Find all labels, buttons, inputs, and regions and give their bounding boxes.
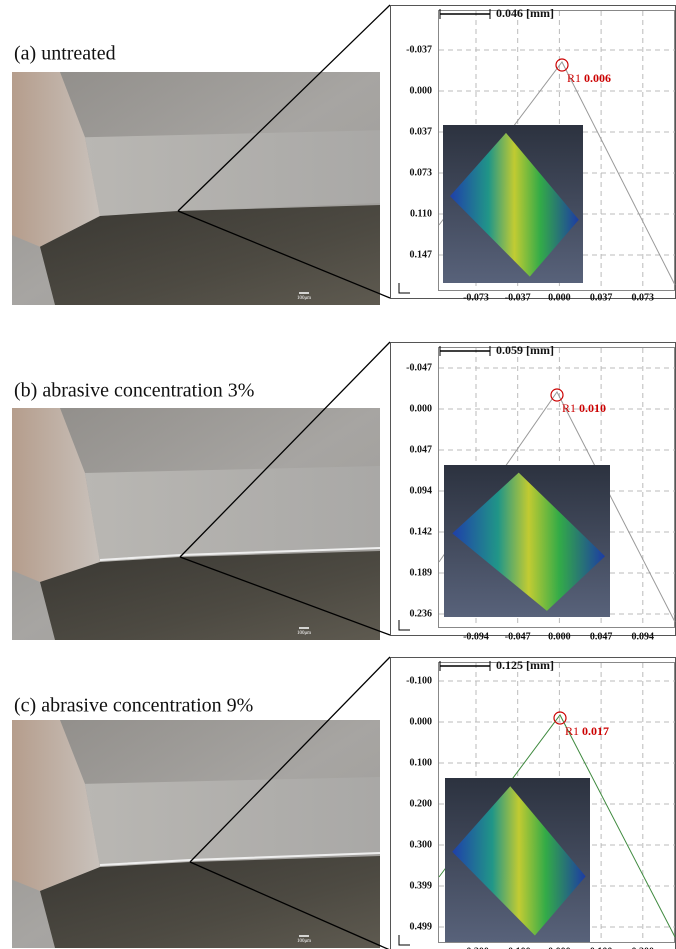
y-tick-label: 0.399 [410,880,433,891]
y-tick-label: 0.000 [410,85,433,96]
photo-scale: 100μm [297,939,311,944]
scale-label: 0.046 [mm] [496,6,554,20]
figure: (a) untreated 100μm -0.037 0.000 0.037 0.073 0… [0,0,676,949]
radius-value: 0.017 [582,724,609,738]
radius-name: R1 [562,401,576,415]
y-tick-label: 0.499 [410,921,433,932]
radius-name: R1 [565,724,579,738]
photo-face [85,777,380,867]
y-tick-label: 0.236 [410,608,433,619]
x-tick-label: -0.037 [505,292,531,303]
radius-value: 0.010 [579,401,606,415]
y-tick-label: 0.000 [410,403,433,414]
photo-scale: 100μm [297,296,311,301]
x-tick-label: 0.047 [590,631,613,642]
radius-label: R1 0.006 [567,71,611,85]
y-tick-label: 0.147 [410,249,433,260]
x-tick-label: -0.047 [505,631,531,642]
y-tick-label: -0.047 [406,362,432,373]
y-tick-label: 0.100 [410,757,433,768]
y-tick-label: 0.047 [410,444,433,455]
radius-value: 0.006 [584,71,611,85]
x-tick-label: 0.000 [548,292,571,303]
x-tick-label: 0.073 [632,292,655,303]
x-tick-label: -0.094 [463,631,489,642]
radius-label: R1 0.017 [565,724,609,738]
y-tick-label: 0.094 [410,485,433,496]
scale-label: 0.059 [mm] [496,343,554,357]
x-tick-label: 0.094 [632,631,655,642]
y-tick-label: -0.100 [406,675,432,686]
panel-label: (c) abrasive concentration 9% [14,695,253,717]
x-tick-label: 0.037 [590,292,613,303]
radius-label: R1 0.010 [562,401,606,415]
y-tick-label: 0.000 [410,716,433,727]
photo-face [85,466,380,562]
y-tick-label: 0.189 [410,567,433,578]
radius-name: R1 [567,71,581,85]
y-tick-label: 0.200 [410,798,433,809]
y-tick-label: 0.073 [410,167,433,178]
y-tick-label: 0.142 [410,526,433,537]
y-tick-label: 0.110 [410,208,432,219]
photo: 100μm [12,408,380,640]
y-tick-label: 0.037 [410,126,433,137]
panel-label: (b) abrasive concentration 3% [14,380,254,402]
x-tick-label: -0.073 [463,292,489,303]
panel-label: (a) untreated [14,43,116,65]
scale-label: 0.125 [mm] [496,658,554,672]
photo: 100μm [12,720,380,948]
photo: 100μm [12,72,380,305]
y-tick-label: 0.300 [410,839,433,850]
x-tick-label: 0.000 [548,631,571,642]
y-tick-label: -0.037 [406,44,432,55]
photo-scale: 100μm [297,631,311,636]
photo-face [85,130,380,216]
